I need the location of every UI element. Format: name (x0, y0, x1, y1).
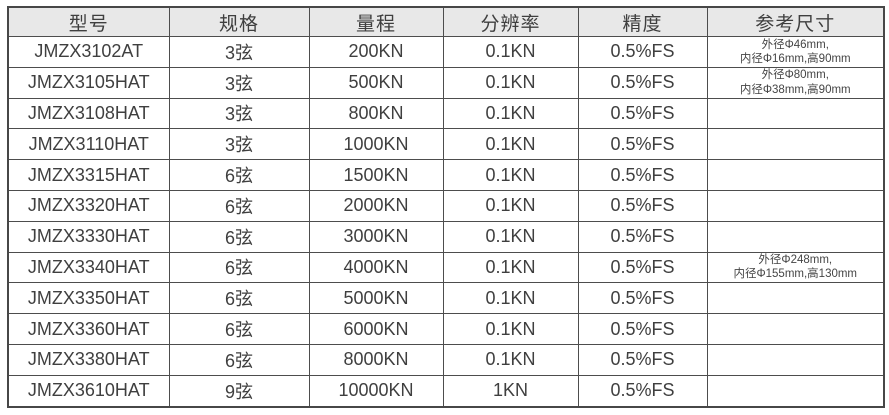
table-row: JMZX3610HAT 9弦 10000KN 1KN 0.5%FS (7, 374, 885, 408)
model-cell: JMZX3350HAT (7, 282, 170, 315)
resolution-cell: 0.1KN (442, 282, 579, 315)
spec-cell: 6弦 (168, 313, 310, 345)
ref-dims-cell: 外径Φ248mm, 内径Φ155mm,高130mm (706, 251, 885, 284)
accuracy-cell: 0.5%FS (577, 251, 708, 284)
accuracy-cell: 0.5%FS (577, 343, 708, 376)
model-cell: JMZX3380HAT (7, 343, 170, 376)
range-cell: 6000KN (308, 313, 444, 345)
ref-dims-cell (706, 343, 885, 376)
model-cell: JMZX3108HAT (7, 97, 170, 130)
spec-cell: 9弦 (168, 374, 310, 408)
range-cell: 3000KN (308, 220, 444, 253)
resolution-cell: 0.1KN (442, 36, 579, 68)
accuracy-cell: 0.5%FS (577, 282, 708, 315)
spec-cell: 3弦 (168, 97, 310, 130)
resolution-cell: 0.1KN (442, 313, 579, 345)
accuracy-cell: 0.5%FS (577, 313, 708, 345)
range-cell: 1500KN (308, 159, 444, 191)
range-cell: 2000KN (308, 189, 444, 222)
ref-dims-line: 外径Φ80mm, (761, 69, 829, 82)
model-cell: JMZX3315HAT (7, 159, 170, 191)
accuracy-cell: 0.5%FS (577, 374, 708, 408)
ref-dims-cell (706, 313, 885, 345)
ref-dims-line: 外径Φ248mm, (758, 254, 833, 267)
table-row: JMZX3110HAT 3弦 1000KN 0.1KN 0.5%FS (7, 128, 885, 161)
spec-cell: 6弦 (168, 189, 310, 222)
ref-dims-line: 内径Φ155mm,高130mm (733, 268, 858, 281)
range-cell: 500KN (308, 66, 444, 99)
resolution-cell: 0.1KN (442, 66, 579, 99)
resolution-cell: 0.1KN (442, 189, 579, 222)
column-header: 分辨率 (442, 6, 579, 37)
table-row: JMZX3360HAT 6弦 6000KN 0.1KN 0.5%FS (7, 313, 885, 345)
accuracy-cell: 0.5%FS (577, 97, 708, 130)
model-cell: JMZX3360HAT (7, 313, 170, 345)
table-row: JMZX3105HAT 3弦 500KN 0.1KN 0.5%FS 外径Φ80mm, 内径Φ… (7, 66, 885, 99)
table-row: JMZX3315HAT 6弦 1500KN 0.1KN 0.5%FS (7, 159, 885, 191)
resolution-cell: 0.1KN (442, 159, 579, 191)
ref-dims-line: 内径Φ16mm,高90mm (739, 52, 851, 65)
accuracy-cell: 0.5%FS (577, 128, 708, 161)
ref-dims-cell (706, 374, 885, 408)
resolution-cell: 0.1KN (442, 220, 579, 253)
spec-cell: 3弦 (168, 36, 310, 68)
model-cell: JMZX3330HAT (7, 220, 170, 253)
accuracy-cell: 0.5%FS (577, 189, 708, 222)
spec-cell: 6弦 (168, 282, 310, 315)
table-row: JMZX3340HAT 6弦 4000KN 0.1KN 0.5%FS 外径Φ248mm, 内… (7, 251, 885, 284)
resolution-cell: 1KN (442, 374, 579, 408)
spec-table: 型号 规格 量程 分辨率 精度 参考尺寸 JMZX3102AT 3弦 200KN 0.1KN 0.… (7, 6, 885, 408)
ref-dims-cell (706, 189, 885, 222)
range-cell: 5000KN (308, 282, 444, 315)
spec-cell: 3弦 (168, 128, 310, 161)
header-row: 型号 规格 量程 分辨率 精度 参考尺寸 (7, 6, 885, 37)
ref-dims-cell: 外径Φ80mm, 内径Φ38mm,高90mm (706, 66, 885, 99)
range-cell: 8000KN (308, 343, 444, 376)
range-cell: 10000KN (308, 374, 444, 408)
spec-cell: 6弦 (168, 220, 310, 253)
column-header: 精度 (577, 6, 708, 37)
range-cell: 1000KN (308, 128, 444, 161)
table-row: JMZX3330HAT 6弦 3000KN 0.1KN 0.5%FS (7, 220, 885, 253)
table-row: JMZX3350HAT 6弦 5000KN 0.1KN 0.5%FS (7, 282, 885, 315)
model-cell: JMZX3320HAT (7, 189, 170, 222)
ref-dims-line: 外径Φ46mm, (761, 38, 829, 51)
resolution-cell: 0.1KN (442, 97, 579, 130)
model-cell: JMZX3102AT (7, 36, 170, 68)
accuracy-cell: 0.5%FS (577, 159, 708, 191)
table-row: JMZX3108HAT 3弦 800KN 0.1KN 0.5%FS (7, 97, 885, 130)
ref-dims-cell (706, 128, 885, 161)
accuracy-cell: 0.5%FS (577, 66, 708, 99)
table-row: JMZX3320HAT 6弦 2000KN 0.1KN 0.5%FS (7, 189, 885, 222)
table-row: JMZX3380HAT 6弦 8000KN 0.1KN 0.5%FS (7, 343, 885, 376)
resolution-cell: 0.1KN (442, 128, 579, 161)
ref-dims-line: 内径Φ38mm,高90mm (739, 83, 851, 96)
accuracy-cell: 0.5%FS (577, 220, 708, 253)
model-cell: JMZX3610HAT (7, 374, 170, 408)
model-cell: JMZX3105HAT (7, 66, 170, 99)
resolution-cell: 0.1KN (442, 343, 579, 376)
range-cell: 200KN (308, 36, 444, 68)
model-cell: JMZX3110HAT (7, 128, 170, 161)
ref-dims-cell (706, 220, 885, 253)
ref-dims-cell (706, 159, 885, 191)
spec-cell: 3弦 (168, 66, 310, 99)
resolution-cell: 0.1KN (442, 251, 579, 284)
table-row: JMZX3102AT 3弦 200KN 0.1KN 0.5%FS 外径Φ46mm, 内径Φ1… (7, 36, 885, 68)
range-cell: 800KN (308, 97, 444, 130)
column-header: 规格 (168, 6, 310, 37)
column-header: 参考尺寸 (706, 6, 885, 37)
spec-cell: 6弦 (168, 251, 310, 284)
ref-dims-cell: 外径Φ46mm, 内径Φ16mm,高90mm (706, 36, 885, 68)
column-header: 型号 (7, 6, 170, 37)
model-cell: JMZX3340HAT (7, 251, 170, 284)
table-body: JMZX3102AT 3弦 200KN 0.1KN 0.5%FS 外径Φ46mm, 内径Φ1… (7, 36, 885, 408)
ref-dims-cell (706, 282, 885, 315)
column-header: 量程 (308, 6, 444, 37)
range-cell: 4000KN (308, 251, 444, 284)
accuracy-cell: 0.5%FS (577, 36, 708, 68)
spec-cell: 6弦 (168, 343, 310, 376)
ref-dims-cell (706, 97, 885, 130)
spec-cell: 6弦 (168, 159, 310, 191)
